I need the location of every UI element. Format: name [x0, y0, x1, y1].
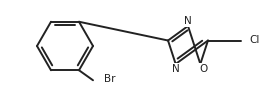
Text: Br: Br	[104, 74, 115, 84]
Text: O: O	[199, 64, 207, 74]
Text: N: N	[184, 16, 192, 26]
Text: Cl: Cl	[249, 34, 259, 45]
Text: N: N	[172, 64, 179, 74]
